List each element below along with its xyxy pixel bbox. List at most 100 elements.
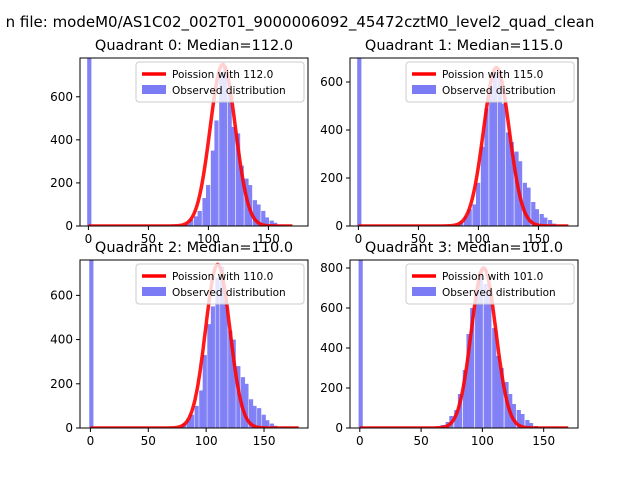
x-tick-label: 50 [411,232,426,246]
poisson-curve [359,266,569,428]
x-tick-label: 0 [87,434,95,448]
legend: Poission with 112.0 Observed distribution [135,61,305,103]
legend-label-poisson: Poission with 101.0 [442,271,543,283]
subplot-title: Quadrant 3: Median=101.0 [365,240,563,256]
histogram-bar [257,408,262,428]
y-tick-label: 600 [50,288,73,302]
histogram-bar [189,414,195,428]
histogram-bar [501,103,506,226]
legend: Poission with 101.0 Observed distribution [405,263,575,305]
legend-bar-swatch [142,287,166,296]
legend-bar-swatch [412,85,436,94]
histogram-bar [269,220,274,226]
y-tick-label: 600 [320,301,343,315]
histogram-bar [457,394,463,428]
histogram-bar [470,308,475,428]
x-tick-label: 150 [253,434,276,448]
histogram-bar [506,132,511,226]
legend-label-poisson: Poission with 112.0 [172,69,273,81]
histogram-bar [514,151,519,226]
histogram-bar [89,260,94,428]
plot-area [358,260,569,428]
histogram-bar [210,150,215,226]
y-tick-label: 600 [50,90,73,104]
legend: Poission with 110.0 Observed distribution [135,263,305,305]
histogram-bar [478,272,483,428]
histogram-bar [252,405,257,428]
histogram-bar [206,185,211,226]
subplot-title: Quadrant 0: Median=112.0 [95,38,293,54]
y-tick-label: 400 [50,133,73,147]
histogram-bar [207,324,212,428]
histogram-bar [220,266,225,428]
poisson-curve [358,65,569,226]
histogram-bar [539,214,544,226]
subplot-quadrant-1: 0 50 100 150 0 200 400 600 Quadrant 1: Median=11… [320,38,579,246]
histogram-bar [511,404,516,428]
histogram-bar [222,66,227,226]
x-tick-label: 50 [413,434,428,448]
subplot-quadrant-3: 0 50 100 150 0 200 400 600 800 Quadrant 3: Median… [320,240,579,448]
histogram-bar [265,420,270,428]
histogram-bar [495,356,501,428]
x-tick-label: 100 [467,232,490,246]
legend-label-poisson: Poission with 110.0 [172,271,273,283]
x-tick-label: 150 [532,434,555,448]
histogram-bar [231,126,236,226]
histogram-bar [199,390,204,428]
histogram-bar [534,209,539,226]
x-tick-label: 0 [85,232,93,246]
histogram-bar [484,108,489,226]
histogram-bar [244,383,249,428]
y-tick-label: 800 [320,261,343,275]
legend: Poission with 115.0 Observed distribution [405,61,575,103]
histogram-bar [357,58,362,226]
x-tick-label: 100 [471,434,494,448]
x-tick-label: 150 [257,232,280,246]
histogram-bar [483,284,488,428]
histogram-bar [475,290,480,428]
plot-area [89,260,299,428]
histogram-bar [194,405,199,428]
x-tick-label: 150 [527,232,550,246]
histogram-bar [269,423,274,428]
x-tick-label: 0 [356,434,364,448]
histogram-bar [261,414,266,428]
histogram-bar [185,223,190,226]
x-tick-label: 50 [141,434,156,448]
poisson-curve [88,62,293,226]
histogram-bar [548,220,553,226]
histogram-bar [223,299,228,428]
figure-title: n file: modeM0/AS1C02_002T01_9000006092_… [6,13,595,32]
histogram-bar [248,399,254,428]
histogram-bar [215,277,220,428]
y-tick-label: 400 [320,123,343,137]
axes-frame [79,259,309,429]
histogram-bar [531,202,536,226]
legend-label-observed: Observed distribution [442,85,556,97]
y-tick-label: 200 [320,171,343,185]
y-tick-label: 400 [320,341,343,355]
histogram-bar [525,420,530,428]
histogram-bar [454,410,459,428]
y-tick-label: 0 [65,421,73,435]
histogram-bar [214,120,219,226]
legend-label-poisson: Poission with 115.0 [442,69,543,81]
plot-area [87,58,293,226]
histogram-bar [476,182,481,226]
subplot-quadrant-0: 0 50 100 150 0 200 400 600 Quadrant 0: Median=11… [50,38,309,246]
histogram-bar [509,142,514,226]
histogram-bar [227,92,232,226]
histogram-bar [186,419,191,428]
histogram-bar [528,423,534,428]
histogram-bar [231,339,236,428]
histogram-bar [189,219,194,226]
histogram-bar [492,328,497,428]
histogram-bar [358,260,363,428]
histogram-bar [522,182,527,226]
x-tick-label: 100 [197,232,220,246]
histogram-bar [252,200,257,226]
histogram-bar [467,209,472,226]
